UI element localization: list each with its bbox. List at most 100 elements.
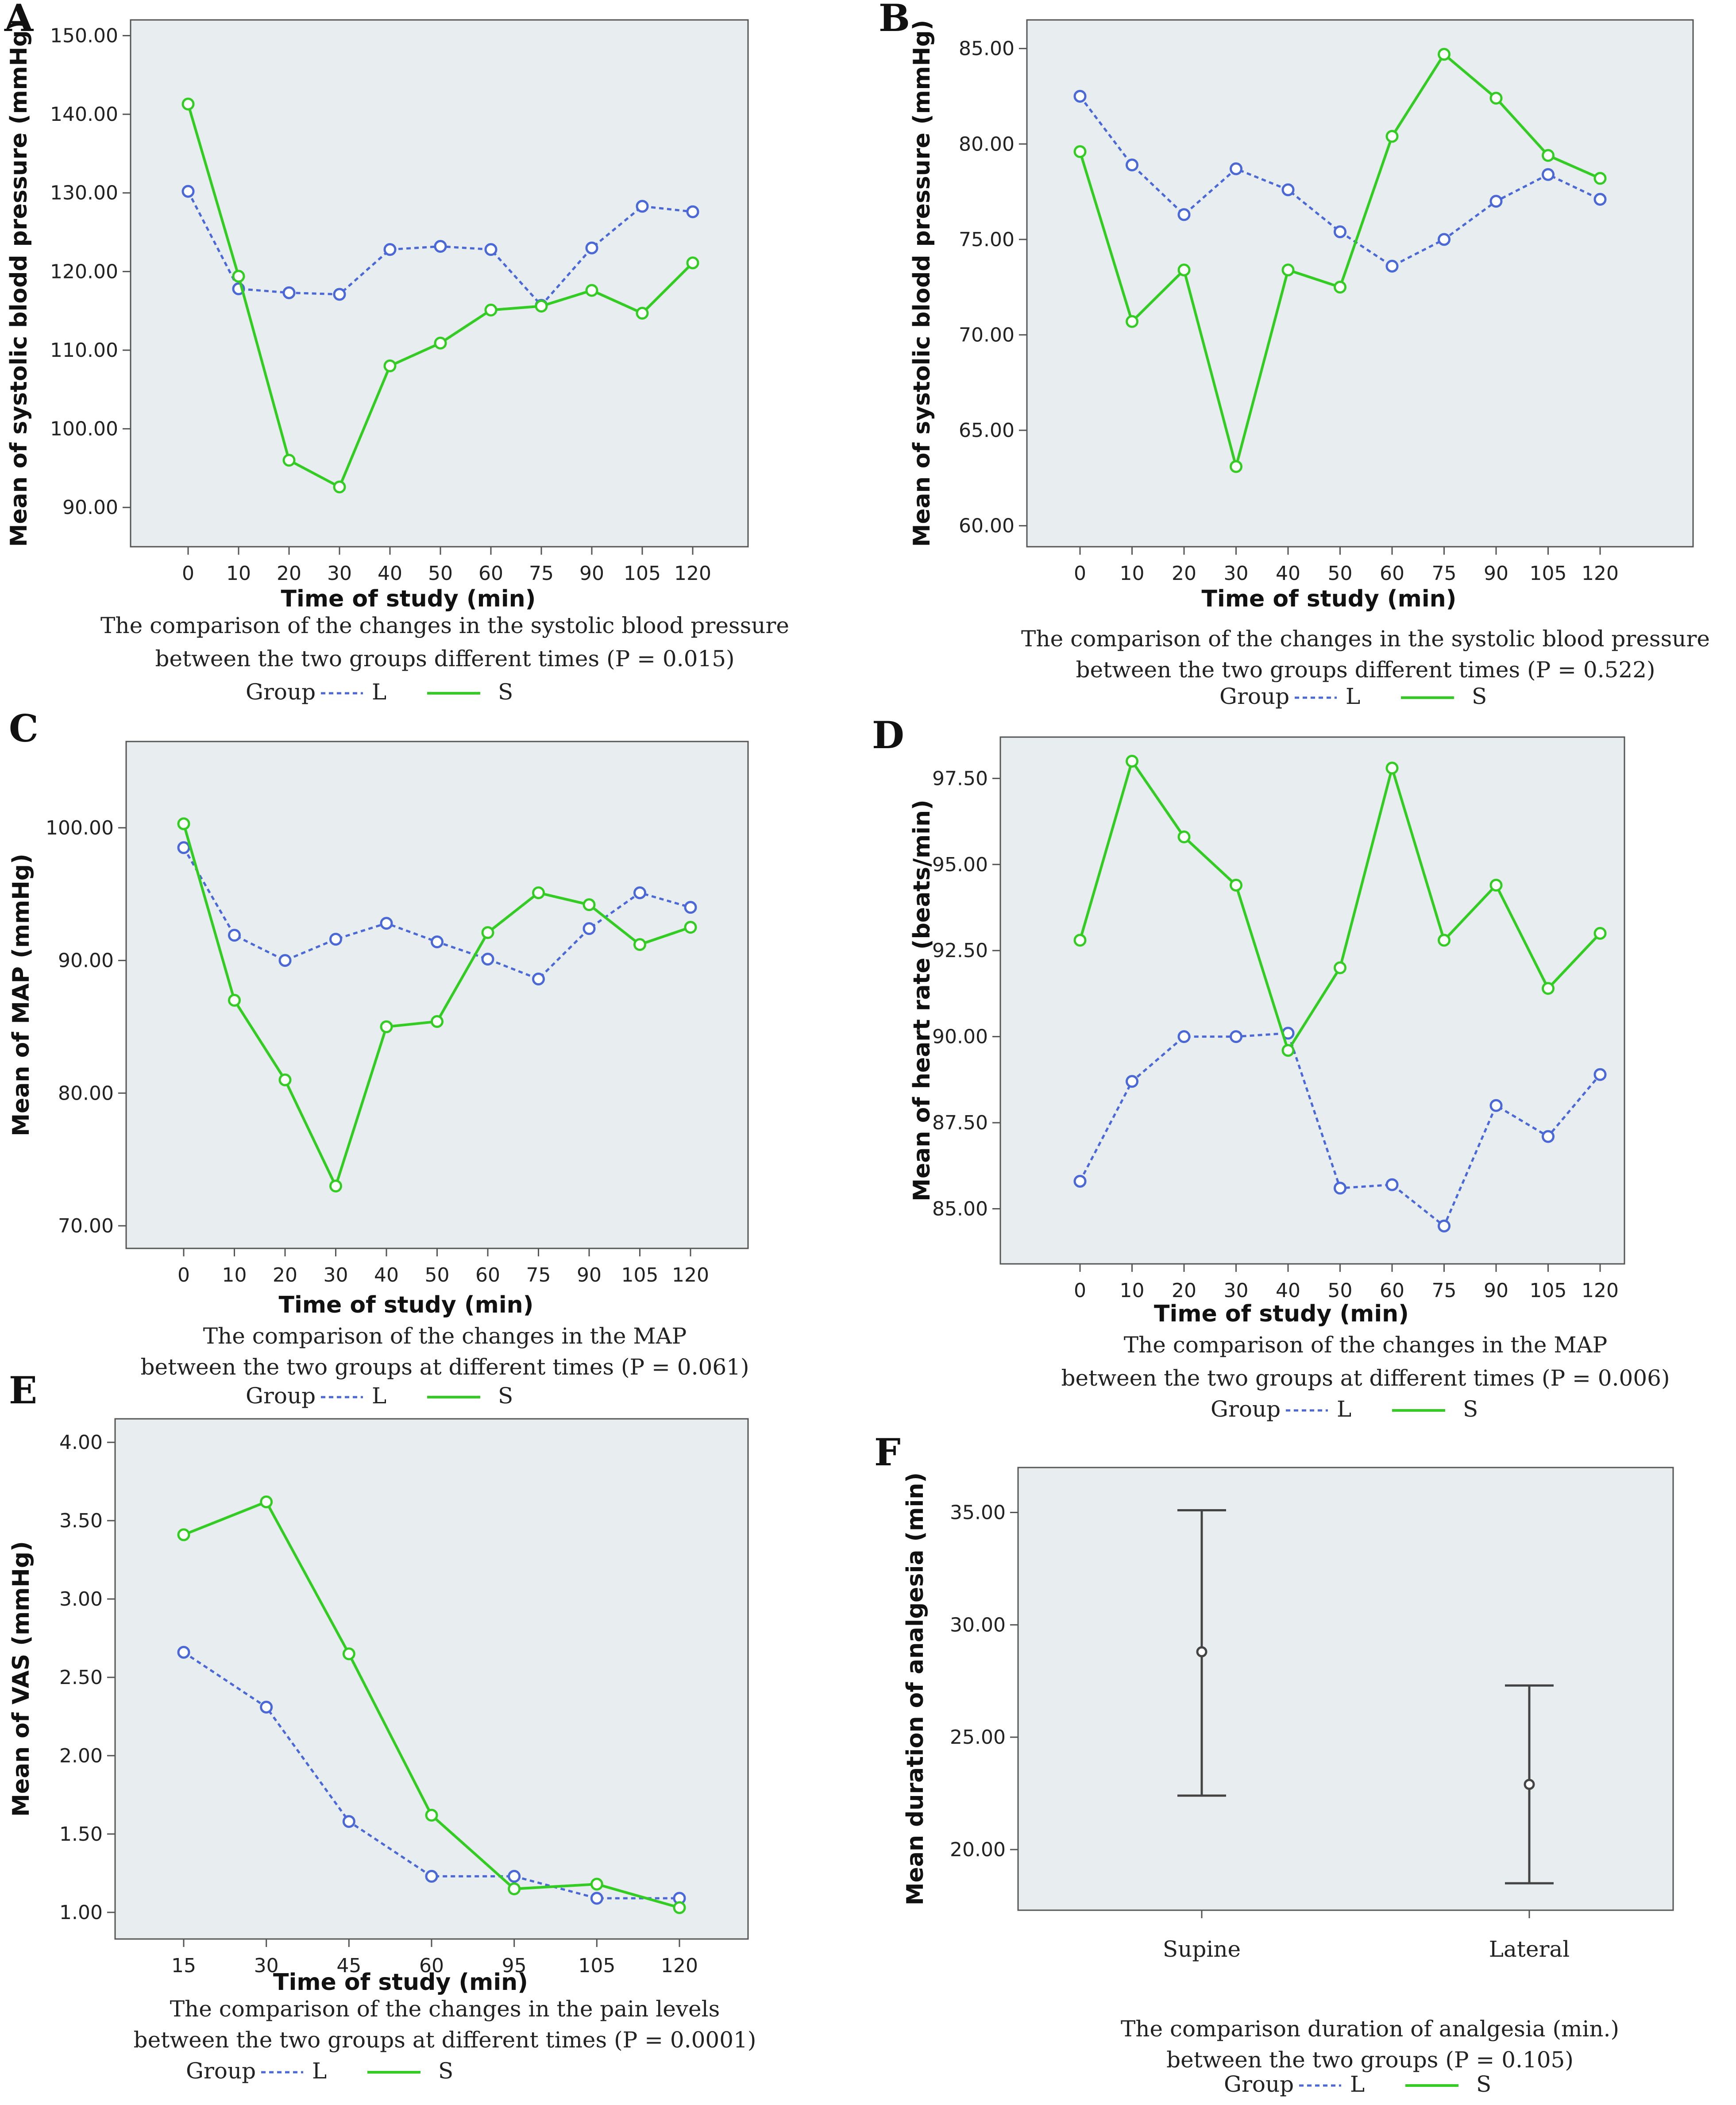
data-point-L — [1177, 1030, 1191, 1043]
y-tick-label: 4.00 — [59, 1431, 103, 1454]
y-axis-title: Mean of MAP (mmHg) — [8, 854, 35, 1136]
x-tick-label: 0 — [177, 1264, 190, 1286]
caption-line-2: between the two groups at different time… — [1061, 1365, 1670, 1391]
data-point-S — [1281, 1044, 1295, 1057]
data-point-L — [1489, 195, 1503, 208]
x-tick-label: 30 — [327, 562, 352, 585]
y-axis-title: Mean of systolic blodd pressure (mmHg) — [6, 20, 32, 547]
y-tick-label: 70.00 — [959, 324, 1015, 346]
x-tick-label: 10 — [222, 1264, 247, 1286]
data-point-L — [282, 286, 296, 299]
data-point-S — [1438, 48, 1451, 61]
data-point-S — [228, 993, 241, 1007]
data-point-S — [434, 336, 447, 350]
y-tick-label: 1.00 — [59, 1901, 103, 1924]
x-tick-label: 120 — [674, 562, 711, 585]
x-tick-label: 20 — [1172, 1279, 1196, 1302]
data-point-L — [1334, 225, 1346, 239]
x-tick-label: 75 — [1432, 1279, 1457, 1302]
y-tick-label: 90.00 — [932, 1026, 988, 1048]
legend-A: Group L S — [246, 679, 513, 705]
x-tick-label: 75 — [529, 562, 554, 585]
data-point-S — [282, 454, 296, 467]
data-point-S — [333, 480, 346, 494]
data-point-S — [484, 303, 498, 317]
x-tick-label: 60 — [475, 1264, 500, 1286]
data-point-S — [508, 1882, 521, 1896]
data-point-L — [583, 922, 596, 935]
data-point-S — [1334, 961, 1346, 974]
y-tick-label: 3.50 — [59, 1510, 103, 1532]
legend-B: Group L S — [1219, 684, 1487, 709]
data-point-S — [1385, 761, 1399, 775]
y-tick-label: 2.50 — [59, 1666, 103, 1689]
data-point-S — [232, 270, 245, 283]
x-tick-label: 10 — [1120, 562, 1145, 585]
x-tick-label: 0 — [182, 562, 194, 585]
data-point-S — [585, 284, 598, 297]
panel-letter: E — [9, 1368, 37, 1412]
y-tick-label: 95.00 — [932, 854, 988, 876]
data-point-L — [1385, 1178, 1399, 1191]
y-tick-label: 97.50 — [932, 767, 988, 790]
plot-area — [999, 736, 1625, 1265]
data-point-S — [1593, 927, 1607, 940]
data-point-S — [535, 300, 548, 313]
x-tick-label: 95 — [502, 1954, 527, 1977]
data-point-S — [583, 898, 596, 912]
data-point-L — [1385, 259, 1399, 273]
data-point-L — [342, 1815, 355, 1828]
legend-group-label: Group — [1211, 1396, 1281, 1422]
data-point-L — [1542, 168, 1555, 181]
caption-line-1: The comparison of the changes in the MAP — [1124, 1332, 1608, 1358]
data-point-S — [1542, 982, 1555, 995]
data-point-L — [181, 185, 195, 198]
x-tick-label: 120 — [1582, 562, 1619, 585]
x-axis-title: Time of study (min) — [281, 586, 536, 612]
x-tick-label: 20 — [1172, 562, 1196, 585]
legend-group-label: Group — [246, 1383, 316, 1409]
y-tick-label: 3.00 — [59, 1588, 103, 1611]
caption-line-2: between the two groups (P = 0.105) — [1166, 2047, 1574, 2073]
data-point-L — [1438, 1219, 1451, 1232]
data-point-L — [1438, 233, 1451, 246]
x-tick-label: 45 — [336, 1954, 361, 1977]
data-point-S — [1489, 92, 1503, 105]
data-point-L — [585, 241, 598, 255]
x-tick-label: 40 — [378, 562, 402, 585]
data-point-L — [1489, 1099, 1503, 1112]
data-point-S — [177, 817, 190, 830]
x-tick-label: 105 — [621, 1264, 659, 1286]
x-tick-label: 50 — [1328, 1279, 1353, 1302]
data-point-S — [177, 1528, 190, 1541]
y-tick-label: 90.00 — [62, 496, 118, 519]
x-tick-label: 60 — [1380, 1279, 1404, 1302]
data-point-S — [1438, 934, 1451, 947]
x-tick-label: 40 — [1276, 1279, 1300, 1302]
caption-line-1: The comparison of the changes in the pai… — [170, 1996, 720, 2022]
data-point-S — [1230, 460, 1242, 473]
data-point-S — [425, 1808, 438, 1822]
x-tick-label: 50 — [425, 1264, 450, 1286]
x-tick-label: 90 — [577, 1264, 602, 1286]
data-point-L — [177, 841, 190, 854]
x-tick-label: 30 — [254, 1954, 279, 1977]
plot-area — [1026, 19, 1694, 548]
data-point-L — [333, 288, 346, 301]
y-tick-label: 65.00 — [959, 419, 1015, 442]
data-point-S — [1489, 878, 1503, 892]
y-axis-title: Mean of heart rate (beats/min) — [909, 800, 935, 1201]
x-tick-label: 105 — [1530, 1279, 1567, 1302]
data-point-L — [329, 933, 342, 946]
x-tick-label: 120 — [672, 1264, 709, 1286]
panel-letter: B — [879, 0, 910, 40]
data-point-S — [481, 926, 494, 939]
data-point-L — [1281, 183, 1295, 197]
y-tick-label: 2.00 — [59, 1745, 103, 1767]
legend-label-S: S — [1476, 2071, 1491, 2097]
panel-letter: D — [872, 713, 904, 757]
y-tick-label: 110.00 — [50, 339, 118, 362]
y-tick-label: 30.00 — [950, 1614, 1006, 1636]
x-tick-label: Supine — [1163, 1936, 1241, 1962]
mean-point — [1524, 1779, 1535, 1790]
